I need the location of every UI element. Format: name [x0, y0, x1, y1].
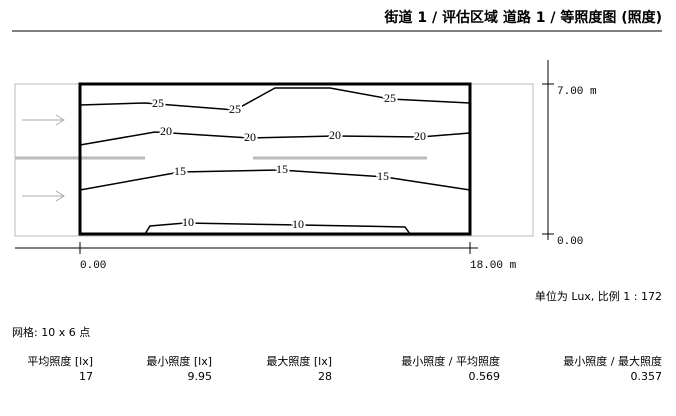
contour-label: 25 [152, 96, 164, 110]
contours [79, 87, 471, 235]
contour-label: 25 [229, 102, 241, 116]
table-header: 最小照度 / 平均照度 [401, 354, 500, 368]
contour-label: 10 [182, 215, 194, 229]
contour-label: 15 [276, 162, 288, 176]
contour-label: 20 [329, 128, 341, 142]
table-header: 平均照度 [lx] [27, 354, 93, 368]
table-header: 最大照度 [lx] [266, 354, 332, 368]
scale: 单位为 Lux, 比例 1 : 172 [535, 289, 662, 303]
table-header: 最小照度 / 最大照度 [563, 354, 662, 368]
dim-label: 0.00 [80, 260, 106, 272]
contour-label: 10 [292, 217, 304, 231]
contour-label: 15 [174, 164, 186, 178]
table-value: 0.569 [469, 370, 501, 383]
evaluation-area [78, 82, 472, 236]
dim-label: 18.00 m [470, 260, 517, 272]
table-value: 17 [79, 370, 93, 383]
contour-label: 20 [414, 129, 426, 143]
contour-label: 20 [244, 130, 256, 144]
arrows [22, 114, 65, 202]
table-value: 0.357 [631, 370, 663, 383]
dim-label: 0.00 [557, 236, 583, 248]
road-outline [14, 83, 534, 237]
dim-label: 7.00 m [557, 86, 597, 98]
table-value: 28 [318, 370, 332, 383]
title: 街道 1 / 评估区域 道路 1 / 等照度图 (照度) [384, 9, 663, 26]
table-header: 最小照度 [lx] [146, 354, 212, 368]
table-value: 9.95 [188, 370, 213, 383]
summary-table: 平均照度 [lx] 最小照度 [lx] 最大照度 [lx] 最小照度 / 平均照度 最小… [27, 354, 662, 383]
contour-label: 25 [384, 91, 396, 105]
contour-label: 20 [160, 124, 172, 138]
dimension-lines [15, 60, 554, 254]
grid-info: 网格: 10 x 6 点 [12, 325, 90, 339]
contour-label: 15 [377, 169, 389, 183]
